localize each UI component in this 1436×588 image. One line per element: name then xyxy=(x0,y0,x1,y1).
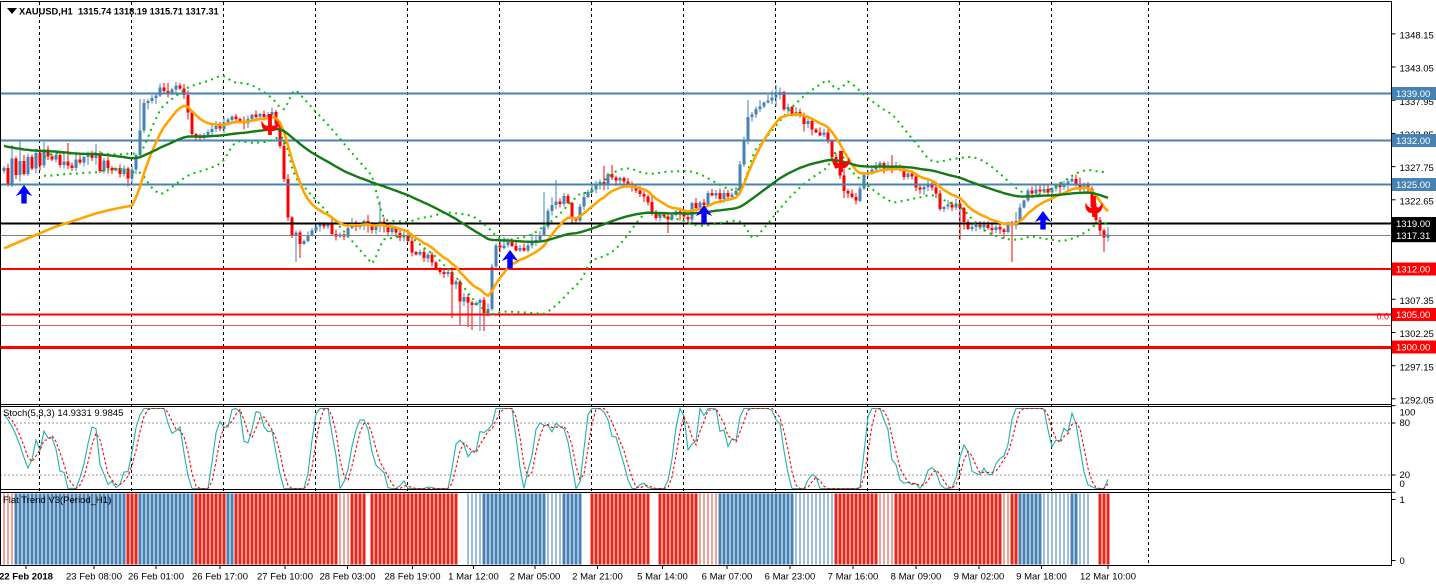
svg-text:80: 80 xyxy=(1400,418,1411,429)
svg-text:1300.00: 1300.00 xyxy=(1396,342,1430,353)
svg-text:1307.35: 1307.35 xyxy=(1400,296,1434,307)
svg-text:1332.00: 1332.00 xyxy=(1396,136,1430,147)
svg-text:1319.00: 1319.00 xyxy=(1396,219,1430,230)
svg-text:1317.31: 1317.31 xyxy=(1396,231,1430,242)
svg-text:26 Feb 01:00: 26 Feb 01:00 xyxy=(128,572,184,583)
svg-text:1292.05: 1292.05 xyxy=(1400,395,1434,406)
svg-text:26 Feb 17:00: 26 Feb 17:00 xyxy=(192,572,248,583)
svg-text:XAUUSD,H1: XAUUSD,H1 xyxy=(19,7,73,17)
svg-text:9 Mar 18:00: 9 Mar 18:00 xyxy=(1016,572,1067,583)
svg-text:1337.95: 1337.95 xyxy=(1400,97,1434,108)
svg-text:1325.00: 1325.00 xyxy=(1396,180,1430,191)
svg-text:Flat Trend V3(Period_H1): Flat Trend V3(Period_H1) xyxy=(3,495,111,506)
svg-text:6 Mar 07:00: 6 Mar 07:00 xyxy=(702,572,753,583)
svg-text:1322.65: 1322.65 xyxy=(1400,196,1434,207)
svg-text:1 Mar 12:00: 1 Mar 12:00 xyxy=(448,572,499,583)
svg-text:28 Feb 19:00: 28 Feb 19:00 xyxy=(385,572,441,583)
svg-text:22 Feb 2018: 22 Feb 2018 xyxy=(0,572,53,583)
svg-text:0.0: 0.0 xyxy=(1376,312,1389,322)
svg-text:1297.15: 1297.15 xyxy=(1400,362,1434,373)
svg-text:1312.00: 1312.00 xyxy=(1396,264,1430,275)
svg-text:6 Mar 23:00: 6 Mar 23:00 xyxy=(765,572,816,583)
svg-text:1343.05: 1343.05 xyxy=(1400,64,1434,75)
svg-text:0: 0 xyxy=(1400,556,1405,567)
svg-text:Stoch(5,3,3) 14.9331 9.9845: Stoch(5,3,3) 14.9331 9.9845 xyxy=(3,408,123,419)
svg-text:1339.00: 1339.00 xyxy=(1396,89,1430,100)
svg-text:1315.74 1318.19 1315.71 1317.3: 1315.74 1318.19 1315.71 1317.31 xyxy=(78,7,219,17)
svg-text:23 Feb 08:00: 23 Feb 08:00 xyxy=(66,572,122,583)
svg-text:1: 1 xyxy=(1400,495,1405,506)
svg-text:1302.25: 1302.25 xyxy=(1400,329,1434,340)
svg-text:1348.15: 1348.15 xyxy=(1400,31,1434,42)
svg-text:28 Feb 03:00: 28 Feb 03:00 xyxy=(320,572,376,583)
svg-text:100: 100 xyxy=(1400,408,1416,419)
svg-text:1327.75: 1327.75 xyxy=(1400,163,1434,174)
svg-text:27 Feb 10:00: 27 Feb 10:00 xyxy=(257,572,313,583)
svg-text:2 Mar 21:00: 2 Mar 21:00 xyxy=(572,572,623,583)
svg-text:7 Mar 16:00: 7 Mar 16:00 xyxy=(828,572,879,583)
svg-text:0: 0 xyxy=(1400,479,1405,490)
svg-text:12 Mar 10:00: 12 Mar 10:00 xyxy=(1080,572,1136,583)
svg-text:1305.00: 1305.00 xyxy=(1396,310,1430,321)
svg-text:8 Mar 09:00: 8 Mar 09:00 xyxy=(891,572,942,583)
svg-text:2 Mar 05:00: 2 Mar 05:00 xyxy=(510,572,561,583)
svg-text:9 Mar 02:00: 9 Mar 02:00 xyxy=(954,572,1005,583)
svg-text:5 Mar 14:00: 5 Mar 14:00 xyxy=(637,572,688,583)
svg-text:20: 20 xyxy=(1400,470,1411,481)
